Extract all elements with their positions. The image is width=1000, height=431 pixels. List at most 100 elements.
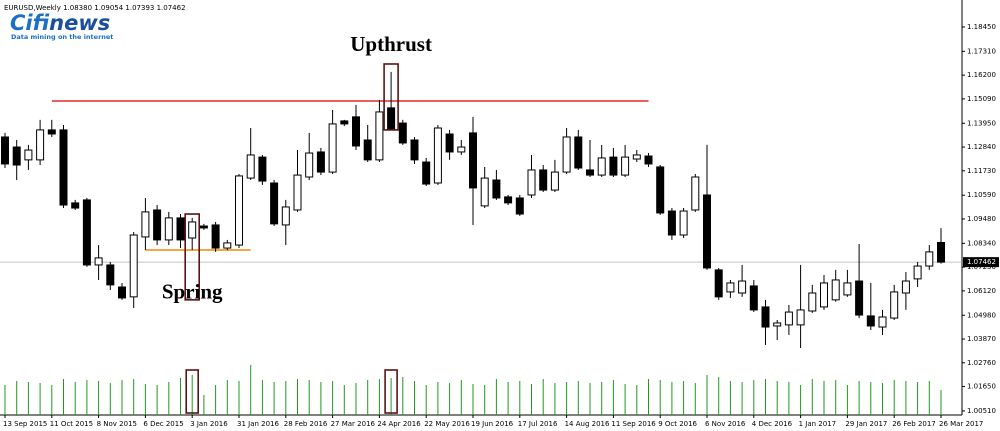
candle-body <box>855 280 864 316</box>
x-tick-label: 6 Dec 2015 <box>143 420 183 428</box>
y-tick-label: 1.09480 <box>967 215 996 223</box>
y-tick-label: 1.17310 <box>967 47 996 55</box>
last-price-label: 1.07462 <box>967 258 996 266</box>
y-tick-label: 1.01650 <box>967 383 996 391</box>
candle-body <box>878 316 887 328</box>
x-tick-label: 29 Jan 2017 <box>845 420 887 428</box>
x-tick-label: 26 Feb 2017 <box>892 420 936 428</box>
x-tick-label: 28 Feb 2016 <box>284 420 328 428</box>
candle-body <box>398 122 407 144</box>
candle-body <box>492 179 501 199</box>
y-tick-label: 1.08340 <box>967 239 996 247</box>
candle-body <box>901 280 910 294</box>
candle-body <box>937 241 945 263</box>
candle-body <box>480 177 489 207</box>
annotation-label: Spring <box>162 280 223 304</box>
annotation-box <box>383 63 399 131</box>
candle-body <box>913 265 922 280</box>
candle-body <box>199 225 208 229</box>
x-tick-label: 8 Nov 2015 <box>97 420 137 428</box>
candle-body <box>550 171 559 191</box>
y-tick-label: 1.18450 <box>967 23 996 31</box>
candle-body <box>106 264 115 286</box>
candle-body <box>129 234 138 298</box>
candle-body <box>316 151 325 173</box>
annotation-label: Upthrust <box>350 32 432 56</box>
y-tick-label: 1.13950 <box>967 119 996 127</box>
candle-body <box>831 279 840 301</box>
x-tick-label: 14 Aug 2016 <box>565 420 610 428</box>
chart-title: EURUSD,Weekly 1.08380 1.09054 1.07393 1.… <box>4 4 186 12</box>
candle-body <box>504 196 513 204</box>
candle-body <box>328 123 337 173</box>
x-tick-label: 19 Jun 2016 <box>471 420 514 428</box>
candle-body <box>188 221 197 239</box>
candle-body <box>469 132 477 189</box>
candle-body <box>36 129 45 161</box>
candle-body <box>47 129 56 135</box>
candle-body <box>925 251 934 267</box>
candle-body <box>773 322 782 327</box>
candle-body <box>738 280 747 294</box>
candle-body <box>679 210 688 236</box>
y-tick-label: 1.10590 <box>967 191 996 199</box>
x-tick-label: 27 Mar 2016 <box>331 420 376 428</box>
candle-body <box>281 206 290 226</box>
x-tick-label: 31 Jan 2016 <box>237 420 280 428</box>
candle-body <box>784 311 793 326</box>
candle-body <box>340 120 349 125</box>
candle-body <box>235 175 243 246</box>
candle-body <box>667 210 676 236</box>
candle-body <box>515 197 524 215</box>
logo-tagline: Data mining on the internet <box>11 33 113 41</box>
candle-body <box>12 146 21 166</box>
y-tick-label: 1.06120 <box>967 287 996 295</box>
y-tick-label: 1.15090 <box>967 95 996 103</box>
candle-body <box>94 257 103 266</box>
candle-body <box>691 176 700 211</box>
candle-body <box>703 194 711 269</box>
candle-body <box>445 133 454 153</box>
candle-body <box>246 154 255 179</box>
x-tick-label: 1 Jan 2017 <box>799 420 837 428</box>
candle-body <box>433 127 442 184</box>
candle-body <box>609 156 618 176</box>
candle-body <box>632 154 641 160</box>
candle-body <box>305 152 314 178</box>
logo: Cifinews <box>10 11 110 35</box>
candle-body <box>866 315 875 327</box>
y-tick-label: 1.04980 <box>967 311 996 319</box>
candle-body <box>270 182 279 225</box>
candle-body <box>164 217 173 241</box>
annotation-box <box>184 213 200 301</box>
candle-body <box>422 161 431 185</box>
x-tick-label: 3 Jan 2016 <box>190 420 228 428</box>
volume-box <box>185 369 199 414</box>
candle-body <box>293 174 302 211</box>
y-tick-label: 1.02760 <box>967 359 996 367</box>
candle-body <box>574 136 583 169</box>
candle-body <box>656 166 665 214</box>
candle-body <box>586 169 594 176</box>
candle-body <box>363 139 372 161</box>
y-tick-label: 1.16200 <box>967 71 996 79</box>
x-tick-label: 26 Mar 2017 <box>939 420 983 428</box>
candle-body <box>1 136 9 165</box>
x-tick-label: 6 Nov 2016 <box>705 420 746 428</box>
candle-body <box>258 156 267 182</box>
candle-body <box>539 169 548 191</box>
x-tick-label: 24 Apr 2016 <box>377 420 421 428</box>
candle-body <box>153 209 162 241</box>
candle-body <box>24 149 33 161</box>
x-tick-label: 11 Oct 2015 <box>50 420 93 428</box>
candle-body <box>223 242 232 249</box>
candle-body <box>796 309 805 326</box>
candle-body <box>761 306 770 328</box>
candle-body <box>749 285 758 311</box>
candle-body <box>714 269 723 298</box>
candle-body <box>621 156 630 176</box>
candle-body <box>176 217 185 241</box>
candle-body <box>59 129 68 206</box>
